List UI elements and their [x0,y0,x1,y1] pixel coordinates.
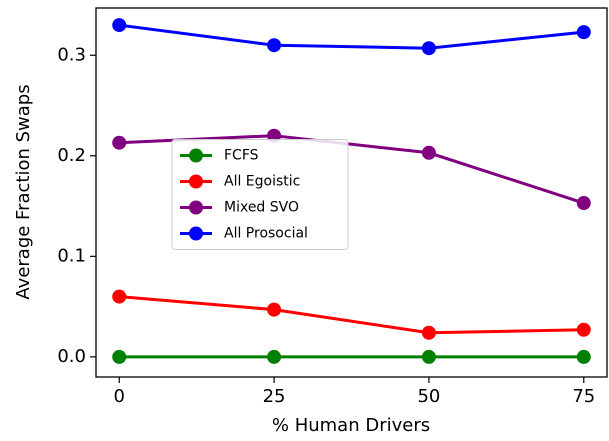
legend-label: FCFS [224,148,259,164]
legend-label: All Prosocial [224,226,308,242]
data-point [267,302,282,317]
data-point [421,349,436,364]
x-tick-label: 25 [263,386,286,407]
y-tick-label: 0.2 [57,145,86,166]
legend-box [171,139,349,250]
data-point [112,289,127,304]
data-point [576,196,591,211]
data-point [267,349,282,364]
y-tick-label: 0.0 [57,346,86,367]
data-point [267,38,282,53]
legend: FCFS All Egoistic Mixed SVO All Prosocial [171,139,349,250]
x-tick-label: 0 [114,386,125,407]
x-tick-label: 75 [572,386,595,407]
legend-label: Mixed SVO [224,200,299,216]
data-point [576,322,591,337]
plot-frame [95,7,608,378]
legend-marker [189,174,203,189]
legend-marker [189,148,203,163]
legend-marker [189,226,203,241]
series-line [119,295,584,335]
data-point [421,325,436,340]
data-point [421,41,436,56]
data-point [112,18,127,33]
legend-marker [189,200,203,215]
data-point [576,349,591,364]
x-axis-label: % Human Drivers [272,415,430,436]
y-tick-label: 0.1 [57,245,86,266]
y-axis-label: Average Fraction Swaps [13,84,34,299]
data-point [112,349,127,364]
series-line [119,23,584,50]
y-tick-label: 0.3 [57,44,86,65]
data-point [112,135,127,150]
data-point [421,145,436,160]
data-point [576,25,591,40]
x-tick-label: 50 [417,386,440,407]
legend-label: All Egoistic [224,174,300,190]
